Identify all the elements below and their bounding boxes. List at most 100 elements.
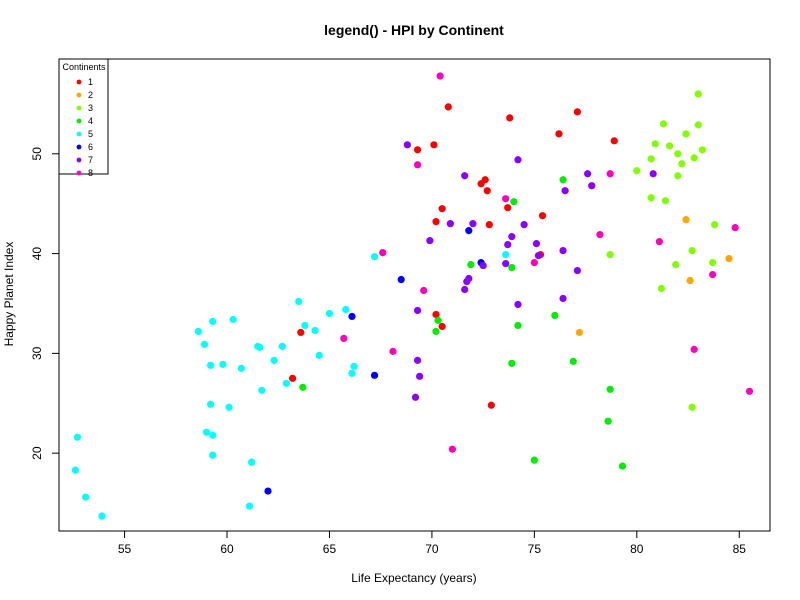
- legend-marker-4: [76, 118, 82, 124]
- legend-marker-5: [76, 131, 82, 137]
- data-point-continent-8: [436, 72, 444, 80]
- data-points: [71, 72, 754, 520]
- data-point-continent-1: [430, 141, 438, 149]
- legend-label-7: 7: [88, 155, 93, 165]
- data-point-continent-5: [278, 342, 286, 350]
- data-point-continent-4: [559, 176, 567, 184]
- legend-label-8: 8: [88, 168, 93, 178]
- data-point-continent-5: [270, 356, 278, 364]
- data-point-continent-6: [397, 275, 405, 284]
- data-point-continent-1: [432, 218, 440, 226]
- data-point-continent-5: [194, 327, 202, 336]
- data-point-continent-3: [694, 90, 702, 98]
- data-point-continent-7: [416, 372, 424, 380]
- data-point-continent-4: [432, 327, 440, 336]
- x-tick-label: 70: [425, 542, 439, 556]
- data-point-continent-7: [559, 246, 567, 255]
- data-point-continent-1: [444, 103, 452, 111]
- data-point-continent-5: [245, 502, 254, 510]
- data-point-continent-7: [479, 261, 487, 270]
- data-point-continent-7: [573, 266, 581, 275]
- data-point-continent-3: [672, 260, 680, 269]
- x-tick-label: 80: [630, 542, 644, 556]
- data-point-continent-5: [295, 297, 303, 306]
- data-point-continent-5: [256, 343, 264, 351]
- data-point-continent-5: [202, 428, 211, 436]
- data-point-continent-8: [413, 161, 422, 169]
- legend-items: 1 2 3 4 5 6 7 8: [76, 77, 93, 178]
- y-tick-label: 40: [30, 247, 44, 261]
- data-point-continent-3: [678, 160, 686, 168]
- data-point-continent-3: [674, 172, 682, 180]
- data-point-continent-8: [530, 258, 538, 267]
- y-axis-label: Happy Planet Index: [2, 242, 16, 347]
- data-point-continent-5: [311, 326, 319, 335]
- data-point-continent-3: [709, 258, 717, 267]
- data-point-continent-1: [438, 205, 446, 213]
- data-point-continent-7: [461, 172, 469, 180]
- data-point-continent-7: [588, 182, 596, 190]
- data-point-continent-5: [219, 360, 227, 368]
- data-point-continent-5: [370, 252, 379, 261]
- data-point-continent-6: [370, 371, 379, 379]
- data-point-continent-7: [426, 237, 434, 245]
- data-point-continent-7: [504, 241, 512, 249]
- legend-marker-8: [76, 170, 82, 176]
- data-point-continent-3: [688, 403, 696, 411]
- data-point-continent-4: [569, 357, 577, 365]
- data-point-continent-8: [448, 445, 457, 453]
- data-point-continent-8: [340, 334, 348, 343]
- data-point-continent-7: [403, 141, 411, 149]
- data-point-continent-1: [555, 130, 563, 138]
- data-point-continent-5: [342, 305, 350, 314]
- data-point-continent-2: [725, 254, 733, 263]
- data-point-continent-7: [514, 300, 522, 309]
- x-tick-label: 60: [220, 542, 234, 556]
- data-point-continent-8: [379, 248, 387, 257]
- y-axis: 20 30 40 50: [30, 147, 60, 460]
- data-point-continent-3: [690, 154, 698, 162]
- data-point-continent-2: [682, 216, 690, 224]
- data-point-continent-5: [348, 369, 356, 377]
- data-point-continent-5: [248, 458, 256, 466]
- data-point-continent-5: [209, 451, 217, 459]
- data-point-continent-5: [301, 321, 309, 330]
- data-point-continent-5: [207, 361, 215, 369]
- data-point-continent-4: [508, 359, 516, 367]
- data-point-continent-3: [659, 120, 668, 128]
- legend-marker-7: [76, 157, 82, 163]
- data-point-continent-3: [698, 146, 706, 154]
- data-point-continent-4: [467, 260, 475, 269]
- x-axis: 55 60 65 70 75 80 85: [118, 530, 747, 556]
- data-point-continent-8: [389, 347, 397, 355]
- data-point-continent-1: [504, 204, 512, 212]
- data-point-continent-1: [288, 374, 297, 382]
- data-point-continent-1: [487, 401, 495, 409]
- legend-marker-2: [76, 92, 82, 98]
- data-point-continent-7: [461, 285, 469, 294]
- data-point-continent-3: [688, 246, 696, 255]
- data-point-continent-5: [282, 379, 291, 387]
- legend-label-1: 1: [88, 77, 93, 87]
- x-tick-label: 85: [733, 542, 747, 556]
- data-point-continent-4: [299, 383, 307, 391]
- data-point-continent-1: [432, 310, 440, 319]
- data-point-continent-5: [325, 309, 334, 318]
- data-point-continent-1: [297, 328, 305, 337]
- data-point-continent-7: [411, 393, 420, 401]
- legend-label-4: 4: [88, 116, 93, 126]
- data-point-continent-8: [502, 195, 510, 203]
- data-point-continent-1: [538, 212, 547, 220]
- data-point-continent-7: [502, 259, 510, 268]
- data-point-continent-3: [674, 150, 682, 158]
- y-tick-label: 30: [30, 346, 44, 360]
- data-point-continent-7: [508, 233, 516, 241]
- data-point-continent-8: [709, 270, 717, 279]
- data-point-continent-5: [73, 433, 82, 441]
- data-point-continent-3: [633, 167, 641, 175]
- data-point-continent-3: [657, 284, 666, 293]
- data-point-continent-7: [520, 221, 528, 229]
- x-axis-label: Life Expectancy (years): [351, 571, 476, 585]
- data-point-continent-7: [446, 220, 454, 228]
